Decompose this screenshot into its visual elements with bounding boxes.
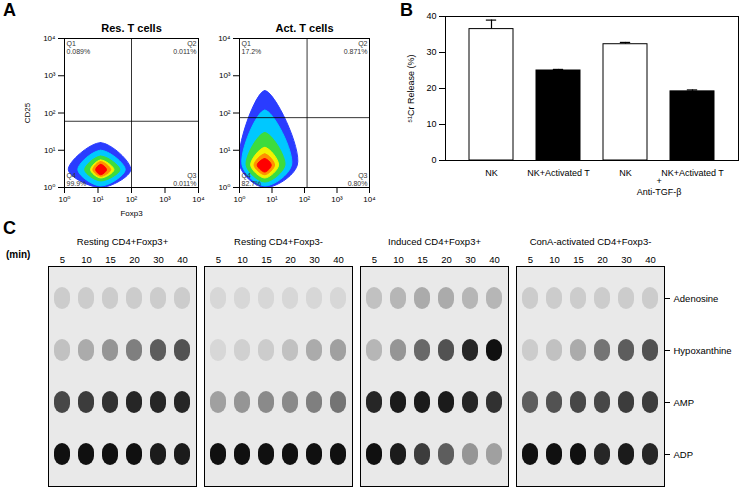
svg-text:20: 20 [129,254,140,265]
svg-text:30: 30 [465,254,476,265]
svg-text:Induced CD4+Foxp3+: Induced CD4+Foxp3+ [388,236,481,247]
svg-text:5: 5 [216,254,221,265]
svg-text:10¹: 10¹ [266,195,278,204]
svg-text:10⁴: 10⁴ [218,34,231,43]
svg-text:15: 15 [105,254,116,265]
svg-text:30: 30 [621,254,632,265]
svg-text:15: 15 [417,254,428,265]
svg-text:Q10.089%: Q10.089% [67,40,91,55]
svg-text:10⁰: 10⁰ [43,183,55,192]
svg-text:10⁴: 10⁴ [192,195,205,204]
svg-text:10: 10 [393,254,404,265]
svg-text:20: 20 [426,83,436,93]
svg-text:10¹: 10¹ [44,146,56,155]
svg-text:Q20.871%: Q20.871% [344,40,368,55]
svg-text:10: 10 [549,254,560,265]
svg-text:10²: 10² [126,195,138,204]
svg-text:10²: 10² [219,109,231,118]
svg-text:ConA-activated CD4+Foxp3-: ConA-activated CD4+Foxp3- [530,236,652,247]
svg-text:⁵¹Cr Release (%): ⁵¹Cr Release (%) [406,54,416,122]
svg-text:10: 10 [81,254,92,265]
svg-text:30: 30 [153,254,164,265]
svg-text:10¹: 10¹ [92,195,104,204]
svg-text:10⁰: 10⁰ [233,195,245,204]
html-text:(min): (min) [6,249,31,260]
svg-text:Q482.7%: Q482.7% [242,172,262,187]
svg-text:NK+Activated T: NK+Activated T [661,168,724,178]
html-text:B: B [400,0,413,20]
svg-text:CD25: CD25 [23,102,32,123]
svg-text:NK: NK [619,168,632,178]
svg-text:5: 5 [528,254,533,265]
svg-text:NK+Activated T: NK+Activated T [527,168,590,178]
svg-text:Resting CD4+Foxp3+: Resting CD4+Foxp3+ [77,236,169,247]
html-text:C: C [3,218,16,238]
svg-text:30: 30 [426,47,436,57]
svg-text:10⁰: 10⁰ [218,183,230,192]
svg-text:10: 10 [237,254,248,265]
svg-text:20: 20 [285,254,296,265]
svg-text:NK: NK [485,168,498,178]
svg-text:10³: 10³ [219,71,231,80]
svg-text:Resting CD4+Foxp3-: Resting CD4+Foxp3- [234,236,323,247]
svg-text:10²: 10² [44,109,56,118]
svg-text:Res. T cells: Res. T cells [101,22,162,34]
svg-text:Q30.80%: Q30.80% [348,172,368,187]
svg-text:10⁰: 10⁰ [58,195,70,204]
svg-text:40: 40 [333,254,344,265]
svg-text:AMP: AMP [674,397,695,408]
svg-text:10²: 10² [299,195,311,204]
svg-text:10³: 10³ [159,195,171,204]
svg-text:10⁴: 10⁴ [363,195,376,204]
svg-text:30: 30 [309,254,320,265]
svg-text:ADP: ADP [674,449,694,460]
svg-text:15: 15 [573,254,584,265]
svg-text:Hypoxanthine: Hypoxanthine [674,345,732,356]
svg-text:40: 40 [489,254,500,265]
html-text:A: A [3,0,16,20]
svg-text:15: 15 [261,254,272,265]
svg-text:5: 5 [372,254,377,265]
svg-text:20: 20 [597,254,608,265]
svg-text:10³: 10³ [44,71,56,80]
svg-text:10¹: 10¹ [219,146,231,155]
svg-text:5: 5 [60,254,65,265]
svg-text:Q117.2%: Q117.2% [242,40,262,55]
svg-text:Foxp3: Foxp3 [120,209,143,218]
svg-text:Q499.9%: Q499.9% [67,172,87,187]
svg-text:Q30.011%: Q30.011% [173,172,196,187]
svg-text:20: 20 [441,254,452,265]
svg-text:10³: 10³ [331,195,343,204]
svg-text:40: 40 [426,11,436,21]
svg-text:Adenosine: Adenosine [674,293,719,304]
svg-text:40: 40 [177,254,188,265]
svg-text:10: 10 [426,119,436,129]
svg-text:0: 0 [431,155,436,165]
svg-text:40: 40 [645,254,656,265]
svg-text:10⁴: 10⁴ [43,34,56,43]
svg-text:Q20.011%: Q20.011% [173,40,196,55]
svg-text:+Anti-TGF-β: +Anti-TGF-β [637,176,682,197]
svg-text:Act. T cells: Act. T cells [275,22,333,34]
